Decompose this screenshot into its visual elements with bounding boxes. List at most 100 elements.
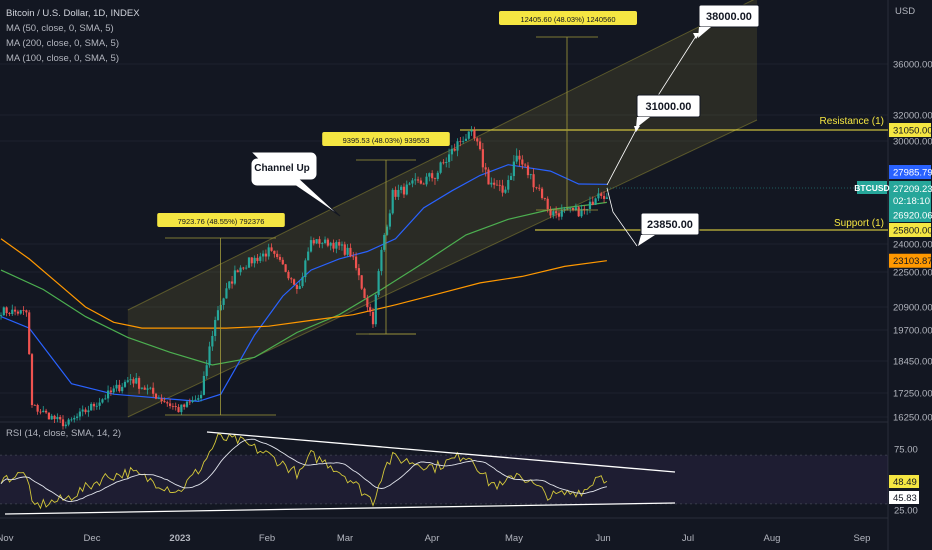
rsi-value-label: 48.49	[893, 477, 917, 488]
candle-body	[64, 424, 67, 427]
candle-body	[462, 141, 465, 142]
candle-body	[199, 394, 203, 399]
candle-body	[56, 417, 59, 420]
ma50-tag	[889, 165, 931, 179]
symbol-tag	[857, 181, 887, 194]
price-tick-label: 16250.00	[893, 413, 932, 424]
candle-body	[214, 319, 217, 336]
candle-body	[493, 182, 496, 185]
candle-body	[25, 310, 28, 313]
ma100-tag	[889, 253, 931, 268]
support-tag-label: 25800.00	[893, 226, 932, 237]
candle-body	[312, 240, 315, 244]
candle-body	[442, 162, 445, 164]
candle-body	[135, 378, 138, 384]
candle-body	[436, 172, 439, 179]
candle-body	[543, 198, 546, 199]
candle-body	[163, 401, 166, 403]
candle-body	[95, 405, 98, 407]
candle-body	[588, 201, 592, 209]
target-23850-label: 23850.00	[647, 219, 693, 231]
candle-body	[281, 259, 284, 265]
candle-body	[400, 186, 403, 190]
candle-body	[425, 176, 428, 185]
candle-body	[340, 244, 344, 246]
candle-body	[191, 400, 194, 402]
rsi-legend: RSI (14, close, SMA, 14, 2)	[6, 428, 122, 439]
price-tick-label: 19700.00	[893, 326, 932, 337]
ma50-line	[0, 164, 607, 403]
price-tick-label: 20900.00	[893, 303, 932, 314]
measure-1-box	[157, 213, 285, 227]
candle-body	[98, 402, 101, 406]
countdown-label: 02:18:10	[893, 196, 930, 207]
candle-body	[132, 379, 135, 384]
time-tick-label: Aug	[764, 533, 781, 544]
candle-body	[104, 398, 107, 400]
candle-body	[354, 256, 358, 269]
candle-body	[118, 384, 121, 392]
candle-body	[287, 271, 290, 279]
candle-body	[44, 410, 48, 413]
candle-body	[549, 209, 552, 216]
measure-1-label: 7923.76 (48.55%) 792376	[178, 217, 265, 226]
candle-body	[600, 193, 603, 196]
candle-body	[405, 184, 408, 195]
candle-body	[470, 130, 473, 132]
candle-body	[518, 155, 521, 160]
candle-body	[571, 207, 575, 211]
candle-body	[402, 186, 406, 195]
candle-body	[126, 380, 129, 382]
candle-body	[292, 279, 296, 285]
price-tick-label: 18450.00	[893, 357, 932, 368]
measure-2-label: 9395.53 (48.03%) 939553	[343, 136, 430, 145]
candle-body	[247, 257, 251, 268]
candle-body	[535, 187, 538, 189]
target-38000-box	[698, 4, 760, 28]
candle-body	[13, 309, 17, 312]
candle-body	[295, 284, 298, 290]
candle-body	[16, 311, 20, 314]
candle-body	[526, 165, 530, 176]
candle-body	[202, 375, 205, 395]
candle-body	[385, 226, 389, 235]
last-price-label: 27209.23	[893, 184, 932, 195]
measure-3-box	[499, 11, 637, 25]
price-axis[interactable]: 36000.00 32000.00 30000.00 24000.00 22500.00…	[607, 60, 932, 424]
price-tick-label: 24000.00	[893, 240, 932, 251]
candle-body	[208, 346, 211, 366]
rsi-band	[0, 455, 888, 504]
channel-up-callout	[249, 151, 341, 217]
ma200-line	[0, 201, 607, 366]
resistance-label: Resistance (1)	[820, 116, 884, 127]
candle-body	[84, 409, 87, 413]
rsi-trendline-upper	[206, 431, 676, 473]
candle-body	[174, 405, 177, 408]
candle-body	[512, 161, 515, 177]
candle-body	[36, 405, 39, 412]
candle-body	[397, 189, 400, 197]
candle-body	[414, 179, 417, 181]
candle-body	[560, 209, 563, 217]
candle-body	[90, 403, 93, 411]
target-31000-label: 31000.00	[646, 101, 692, 113]
time-axis[interactable]: Nov Dec 2023 Feb Mar Apr May Jun Jul Aug Sep	[0, 533, 870, 544]
candle-body	[467, 131, 470, 139]
candle-body	[391, 189, 394, 214]
candle-body	[143, 387, 146, 390]
candle-body	[154, 393, 158, 399]
candle-body	[580, 208, 583, 217]
channel-lower-line	[127, 119, 758, 418]
candle-body	[431, 173, 434, 179]
projection-annotations: 38000.00 31000.00 23850.00	[606, 4, 760, 247]
candle-body	[433, 178, 437, 179]
candle-body	[478, 141, 482, 150]
candles	[0, 126, 608, 430]
candle-body	[250, 257, 253, 264]
candle-body	[552, 211, 555, 216]
candle-body	[318, 239, 321, 244]
candle-body	[380, 249, 383, 272]
candle-body	[507, 179, 510, 190]
projection-to-31000	[606, 129, 637, 186]
